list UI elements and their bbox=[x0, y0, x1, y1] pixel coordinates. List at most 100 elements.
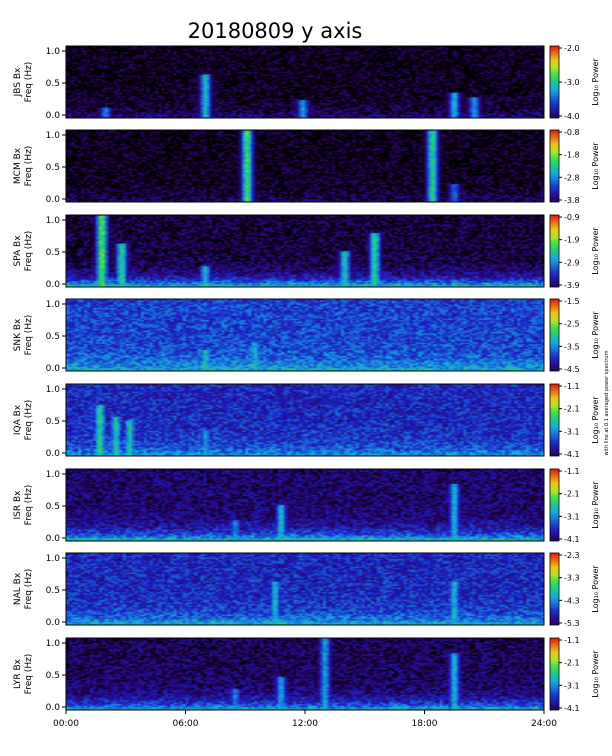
colorbar-tick-label: -3.5 bbox=[564, 342, 580, 351]
colorbar bbox=[549, 468, 560, 542]
colorbar-tick-label: -1.1 bbox=[564, 636, 580, 645]
spectrogram-image bbox=[66, 299, 544, 371]
y-tick-label: 0.5 bbox=[46, 332, 60, 342]
x-tick-label: 12:00 bbox=[292, 719, 318, 729]
colorbar-label: Log₁₀ Power bbox=[591, 481, 600, 529]
y-tick-label: 0.0 bbox=[46, 111, 61, 121]
panel-frame bbox=[65, 468, 545, 542]
y-tick-label: 0.0 bbox=[46, 534, 61, 544]
spectrogram-image bbox=[66, 46, 544, 118]
panel-snk: 1.0 0.5 0.0 SNK Bx Freq (Hz) -1.5 -2.5 -3.5 -4.5… bbox=[13, 297, 600, 374]
station-label: ISR Bx bbox=[13, 490, 23, 520]
colorbar-tick-label: -2.0 bbox=[564, 44, 580, 53]
colorbar-tick-label: -1.5 bbox=[564, 297, 580, 306]
freq-axis-label: Freq (Hz) bbox=[24, 400, 34, 441]
y-tick-label: 1.0 bbox=[46, 300, 61, 310]
colorbar-tick-label: -1.8 bbox=[564, 151, 580, 160]
y-tick-label: 0.0 bbox=[46, 703, 61, 713]
y-tick-label: 1.0 bbox=[46, 47, 61, 57]
colorbar-tick-label: -3.0 bbox=[564, 78, 580, 87]
figure-title: 20180809 y axis bbox=[188, 19, 363, 43]
colorbar-tick-label: -4.3 bbox=[564, 596, 580, 605]
y-tick-label: 0.5 bbox=[46, 79, 60, 89]
freq-axis-label: Freq (Hz) bbox=[24, 485, 34, 526]
colorbar-tick-label: -2.5 bbox=[564, 320, 580, 329]
panel-frame bbox=[65, 552, 545, 626]
freq-axis-label: Freq (Hz) bbox=[24, 315, 34, 356]
colorbar bbox=[549, 214, 560, 288]
colorbar-tick-label: -2.1 bbox=[564, 659, 580, 668]
panel-frame bbox=[65, 45, 545, 119]
colorbar-label: Log₁₀ Power bbox=[591, 650, 600, 698]
y-tick-label: 0.0 bbox=[46, 364, 61, 374]
y-tick-label: 0.0 bbox=[46, 280, 61, 290]
x-tick-label: 06:00 bbox=[173, 719, 199, 729]
y-tick-label: 1.0 bbox=[46, 216, 61, 226]
y-tick-label: 0.5 bbox=[46, 163, 60, 173]
colorbar-tick-label: -4.5 bbox=[564, 365, 580, 374]
colorbar-tick-label: -4.1 bbox=[564, 704, 580, 713]
colorbar-tick-label: -4.1 bbox=[564, 450, 580, 459]
colorbar-tick-label: -3.1 bbox=[564, 427, 580, 436]
colorbar-label: Log₁₀ Power bbox=[591, 227, 600, 275]
y-tick-label: 0.5 bbox=[46, 248, 60, 258]
freq-axis-label: Freq (Hz) bbox=[24, 146, 34, 187]
y-tick-label: 0.0 bbox=[46, 195, 61, 205]
colorbar bbox=[549, 298, 560, 372]
spectrogram-image bbox=[66, 130, 544, 202]
colorbar-tick-label: -1.9 bbox=[564, 236, 580, 245]
colorbar-tick-label: -3.8 bbox=[564, 196, 580, 205]
colorbar-label: Log₁₀ Power bbox=[591, 565, 600, 613]
side-note: with line at 0.1 averaged power spectrum bbox=[604, 350, 610, 455]
y-tick-label: 1.0 bbox=[46, 554, 61, 564]
panel-isr: 1.0 0.5 0.0 ISR Bx Freq (Hz) -1.1 -2.1 -3.1 -4.1… bbox=[13, 467, 600, 544]
colorbar-tick-label: -3.3 bbox=[564, 574, 580, 583]
time-axis: 00:00 06:00 12:00 18:00 24:00 bbox=[53, 710, 557, 729]
colorbar-tick-label: -4.0 bbox=[564, 112, 580, 121]
spectrogram-image bbox=[66, 215, 544, 287]
colorbar-tick-label: -1.1 bbox=[564, 382, 580, 391]
freq-axis-label: Freq (Hz) bbox=[24, 654, 34, 695]
y-tick-label: 1.0 bbox=[46, 385, 61, 395]
freq-axis-label: Freq (Hz) bbox=[24, 62, 34, 103]
y-tick-label: 0.5 bbox=[46, 671, 60, 681]
freq-axis-label: Freq (Hz) bbox=[24, 231, 34, 272]
station-label: LYR Bx bbox=[13, 658, 23, 689]
colorbar-tick-label: -1.1 bbox=[564, 467, 580, 476]
colorbar-tick-label: -3.1 bbox=[564, 681, 580, 690]
station-label: IQA Bx bbox=[13, 404, 23, 435]
station-label: SNK Bx bbox=[13, 318, 23, 351]
colorbar bbox=[549, 552, 560, 626]
x-tick-label: 00:00 bbox=[53, 719, 79, 729]
y-tick-label: 1.0 bbox=[46, 639, 61, 649]
y-tick-label: 0.5 bbox=[46, 417, 60, 427]
y-tick-label: 0.0 bbox=[46, 618, 61, 628]
spectrogram-image bbox=[66, 384, 544, 456]
y-tick-label: 1.0 bbox=[46, 470, 61, 480]
colorbar bbox=[549, 129, 560, 203]
colorbar-tick-label: -3.1 bbox=[564, 512, 580, 521]
panel-frame bbox=[65, 214, 545, 288]
x-tick-label: 18:00 bbox=[412, 719, 438, 729]
colorbar-tick-label: -2.1 bbox=[564, 490, 580, 499]
colorbar-tick-label: -2.9 bbox=[564, 258, 580, 267]
station-label: MCM Bx bbox=[13, 147, 23, 184]
colorbar-label: Log₁₀ Power bbox=[591, 311, 600, 359]
y-tick-label: 0.5 bbox=[46, 502, 60, 512]
colorbar-label: Log₁₀ Power bbox=[591, 142, 600, 190]
panel-nal: 1.0 0.5 0.0 NAL Bx Freq (Hz) -2.3 -3.3 -4.3 -5.3… bbox=[13, 551, 600, 628]
colorbar-tick-label: -2.1 bbox=[564, 405, 580, 414]
colorbar-tick-label: -0.9 bbox=[564, 213, 580, 222]
colorbar-tick-label: -0.8 bbox=[564, 128, 580, 137]
x-tick-label: 24:00 bbox=[531, 719, 557, 729]
panel-frame bbox=[65, 383, 545, 457]
y-tick-label: 0.5 bbox=[46, 586, 60, 596]
panel-frame bbox=[65, 129, 545, 203]
spectrogram-image bbox=[66, 638, 544, 710]
colorbar bbox=[549, 383, 560, 457]
colorbar-tick-label: -2.3 bbox=[564, 551, 580, 560]
colorbar-tick-label: -3.9 bbox=[564, 281, 580, 290]
colorbar-label: Log₁₀ Power bbox=[591, 58, 600, 106]
